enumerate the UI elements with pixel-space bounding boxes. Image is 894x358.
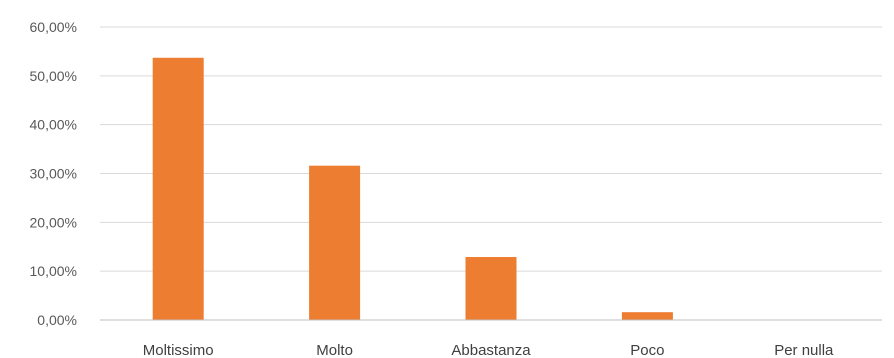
x-category-label: Molto [316, 342, 353, 358]
bar-abbastanza [465, 257, 517, 320]
bar-molto [309, 165, 361, 320]
x-category-label: Abbastanza [451, 342, 531, 358]
bars [152, 57, 673, 320]
y-tick-label: 40,00% [30, 117, 77, 133]
y-tick-label: 10,00% [30, 263, 77, 279]
x-category-label: Per nulla [774, 342, 834, 358]
y-tick-label: 50,00% [30, 68, 77, 84]
y-tick-label: 20,00% [30, 214, 77, 230]
y-axis-tick-labels: 0,00% 10,00% 20,00% 30,00% 40,00% 50,00% 60,00… [30, 19, 77, 328]
x-category-label: Poco [630, 342, 664, 358]
bar-poco [621, 312, 673, 320]
gridlines [100, 26, 882, 272]
x-category-label: Moltissimo [143, 342, 214, 358]
y-tick-label: 30,00% [30, 166, 77, 182]
y-tick-label: 60,00% [30, 19, 77, 35]
bar-moltissimo [152, 57, 204, 320]
y-tick-label: 0,00% [37, 312, 77, 328]
x-axis-category-labels: Moltissimo Molto Abbastanza Poco Per nulla [143, 342, 834, 358]
